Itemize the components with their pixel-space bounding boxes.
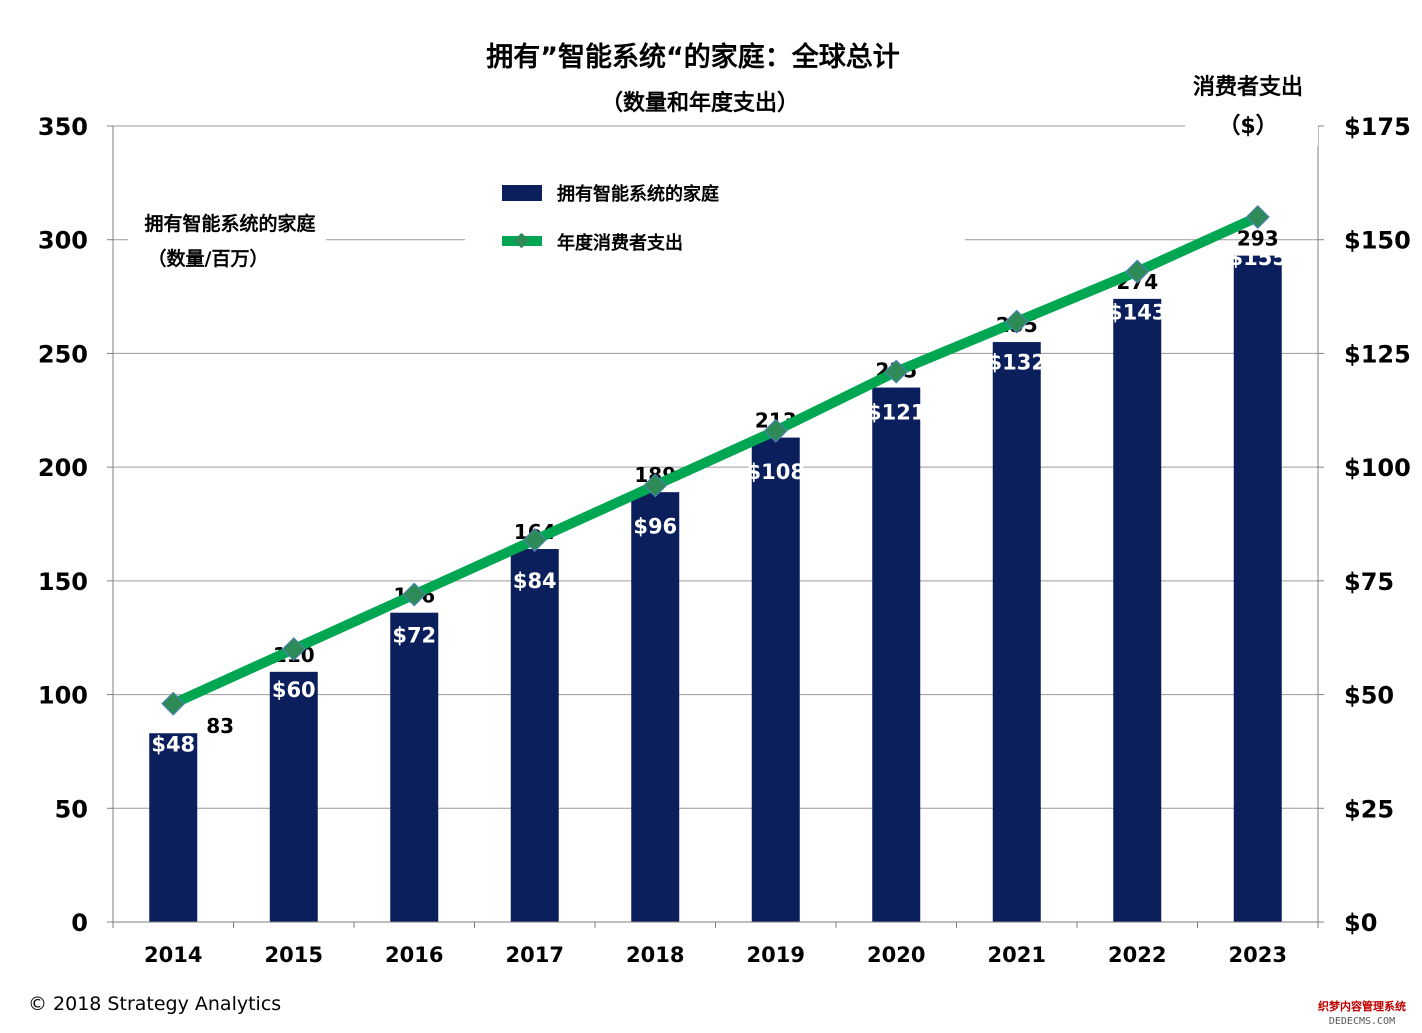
legend-bar-label: 拥有智能系统的家庭 xyxy=(557,183,719,205)
bar xyxy=(269,671,318,922)
right-axis-title-bg xyxy=(1185,66,1318,146)
spend-value-label: $132 xyxy=(988,351,1046,375)
legend-line-marker xyxy=(513,232,530,249)
x-tick-label: 2017 xyxy=(506,943,564,967)
chart-subtitle: （数量和年度支出） xyxy=(601,90,799,116)
x-tick-label: 2022 xyxy=(1108,943,1166,967)
right-tick-label: $50 xyxy=(1344,682,1394,710)
right-tick-label: $125 xyxy=(1344,340,1411,368)
left-tick-label: 0 xyxy=(71,909,88,937)
x-tick-label: 2018 xyxy=(626,943,684,967)
x-tick-label: 2021 xyxy=(988,943,1046,967)
right-axis-title-line2: （$） xyxy=(1218,114,1277,139)
bar xyxy=(510,549,559,922)
spend-value-label: $72 xyxy=(392,624,436,648)
spending-marker xyxy=(161,691,186,716)
bar xyxy=(751,437,800,922)
line-series xyxy=(161,204,1270,716)
spending-marker xyxy=(763,418,788,443)
x-tick-label: 2016 xyxy=(385,943,443,967)
watermark-bg xyxy=(1308,996,1418,1028)
bar xyxy=(390,612,439,922)
spending-marker xyxy=(281,637,306,662)
right-axis-ticks: $0 $25 $50 $75 $100 $125 $150 $175 xyxy=(1318,113,1411,937)
bar-value-label: 83 xyxy=(206,714,234,738)
left-tick-label: 300 xyxy=(38,227,88,255)
right-axis-title-line1: 消费者支出 xyxy=(1193,75,1303,100)
right-tick-label: $150 xyxy=(1344,227,1411,255)
right-tick-label: $25 xyxy=(1344,795,1394,823)
spending-marker xyxy=(1004,309,1029,334)
right-tick-label: $75 xyxy=(1344,568,1394,596)
right-tick-label: $100 xyxy=(1344,454,1411,482)
left-tick-label: 350 xyxy=(38,113,88,141)
bar xyxy=(149,733,198,922)
spend-value-label: $60 xyxy=(272,678,316,702)
left-axis-title-line1: 拥有智能系统的家庭 xyxy=(144,212,315,235)
spend-value-label: $48 xyxy=(151,733,195,757)
x-tick-label: 2019 xyxy=(747,943,805,967)
x-tick-label: 2023 xyxy=(1229,943,1287,967)
spend-value-labels: $48 $60 $72 $84 $96 $108 $121 $132 $143 $155 xyxy=(151,246,1287,757)
legend-bg xyxy=(465,168,965,264)
spending-marker xyxy=(402,582,427,607)
bar xyxy=(1113,298,1162,922)
left-tick-label: 150 xyxy=(38,568,88,596)
bar xyxy=(992,342,1041,922)
left-axis-title-line2: （数量/百万） xyxy=(148,247,269,270)
left-tick-label: 200 xyxy=(38,454,88,482)
bar-value-label: 293 xyxy=(1237,227,1279,251)
watermark: 织梦内容管理系统 DEDECMS.COM xyxy=(1308,996,1418,1028)
spend-value-label: $121 xyxy=(867,401,925,425)
bar xyxy=(1233,255,1282,923)
x-tick-label: 2020 xyxy=(867,943,925,967)
spending-marker xyxy=(1125,259,1150,284)
legend-bar-swatch xyxy=(502,185,542,201)
left-tick-label: 50 xyxy=(55,795,88,823)
spending-marker xyxy=(643,473,668,498)
right-tick-label: $0 xyxy=(1344,909,1377,937)
spending-marker xyxy=(522,527,547,552)
legend: 拥有智能系统的家庭 年度消费者支出 xyxy=(502,183,719,254)
spend-value-label: $96 xyxy=(633,514,677,538)
spend-value-label: $84 xyxy=(513,569,557,593)
bar-series xyxy=(149,255,1282,923)
spend-value-label: $108 xyxy=(747,460,805,484)
spend-value-label: $143 xyxy=(1108,301,1166,325)
bar xyxy=(872,387,921,922)
spending-marker xyxy=(884,359,909,384)
left-tick-label: 250 xyxy=(38,340,88,368)
x-tick-label: 2014 xyxy=(144,943,202,967)
bar xyxy=(631,492,680,922)
x-tick-label: 2015 xyxy=(265,943,323,967)
watermark-line1: 织梦内容管理系统 xyxy=(1318,999,1406,1013)
copyright-text: © 2018 Strategy Analytics xyxy=(28,993,281,1015)
chart-title: 拥有”智能系统“的家庭：全球总计 xyxy=(486,41,900,73)
spending-marker xyxy=(1245,204,1270,229)
right-tick-label: $175 xyxy=(1344,113,1411,141)
legend-line-label: 年度消费者支出 xyxy=(557,232,683,254)
x-axis-ticks: 2014 2015 2016 2017 2018 2019 2020 2021 2022 2023 xyxy=(112,922,1319,967)
spending-line xyxy=(168,211,1263,709)
watermark-line2: DEDECMS.COM xyxy=(1329,1016,1395,1027)
left-axis-ticks: 0 50 100 150 200 250 300 350 xyxy=(38,113,113,937)
left-axis-title-bg xyxy=(128,200,326,276)
left-tick-label: 100 xyxy=(38,682,88,710)
spend-value-label: $155 xyxy=(1229,246,1287,270)
